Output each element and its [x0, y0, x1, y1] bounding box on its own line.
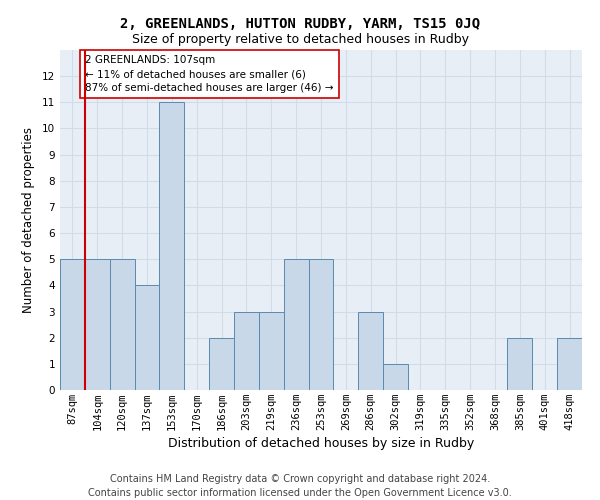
X-axis label: Distribution of detached houses by size in Rudby: Distribution of detached houses by size … — [168, 437, 474, 450]
Bar — [284, 259, 308, 390]
Bar — [234, 312, 259, 390]
Text: Size of property relative to detached houses in Rudby: Size of property relative to detached ho… — [131, 32, 469, 46]
Bar — [308, 259, 334, 390]
Bar — [160, 102, 184, 390]
Text: 2, GREENLANDS, HUTTON RUDBY, YARM, TS15 0JQ: 2, GREENLANDS, HUTTON RUDBY, YARM, TS15 … — [120, 18, 480, 32]
Y-axis label: Number of detached properties: Number of detached properties — [22, 127, 35, 313]
Text: Contains HM Land Registry data © Crown copyright and database right 2024.
Contai: Contains HM Land Registry data © Crown c… — [88, 474, 512, 498]
Bar — [85, 259, 110, 390]
Text: 2 GREENLANDS: 107sqm
← 11% of detached houses are smaller (6)
87% of semi-detach: 2 GREENLANDS: 107sqm ← 11% of detached h… — [85, 55, 334, 93]
Bar — [134, 286, 160, 390]
Bar — [383, 364, 408, 390]
Bar — [209, 338, 234, 390]
Bar — [259, 312, 284, 390]
Bar — [557, 338, 582, 390]
Bar — [508, 338, 532, 390]
Bar — [110, 259, 134, 390]
Bar — [358, 312, 383, 390]
Bar — [60, 259, 85, 390]
